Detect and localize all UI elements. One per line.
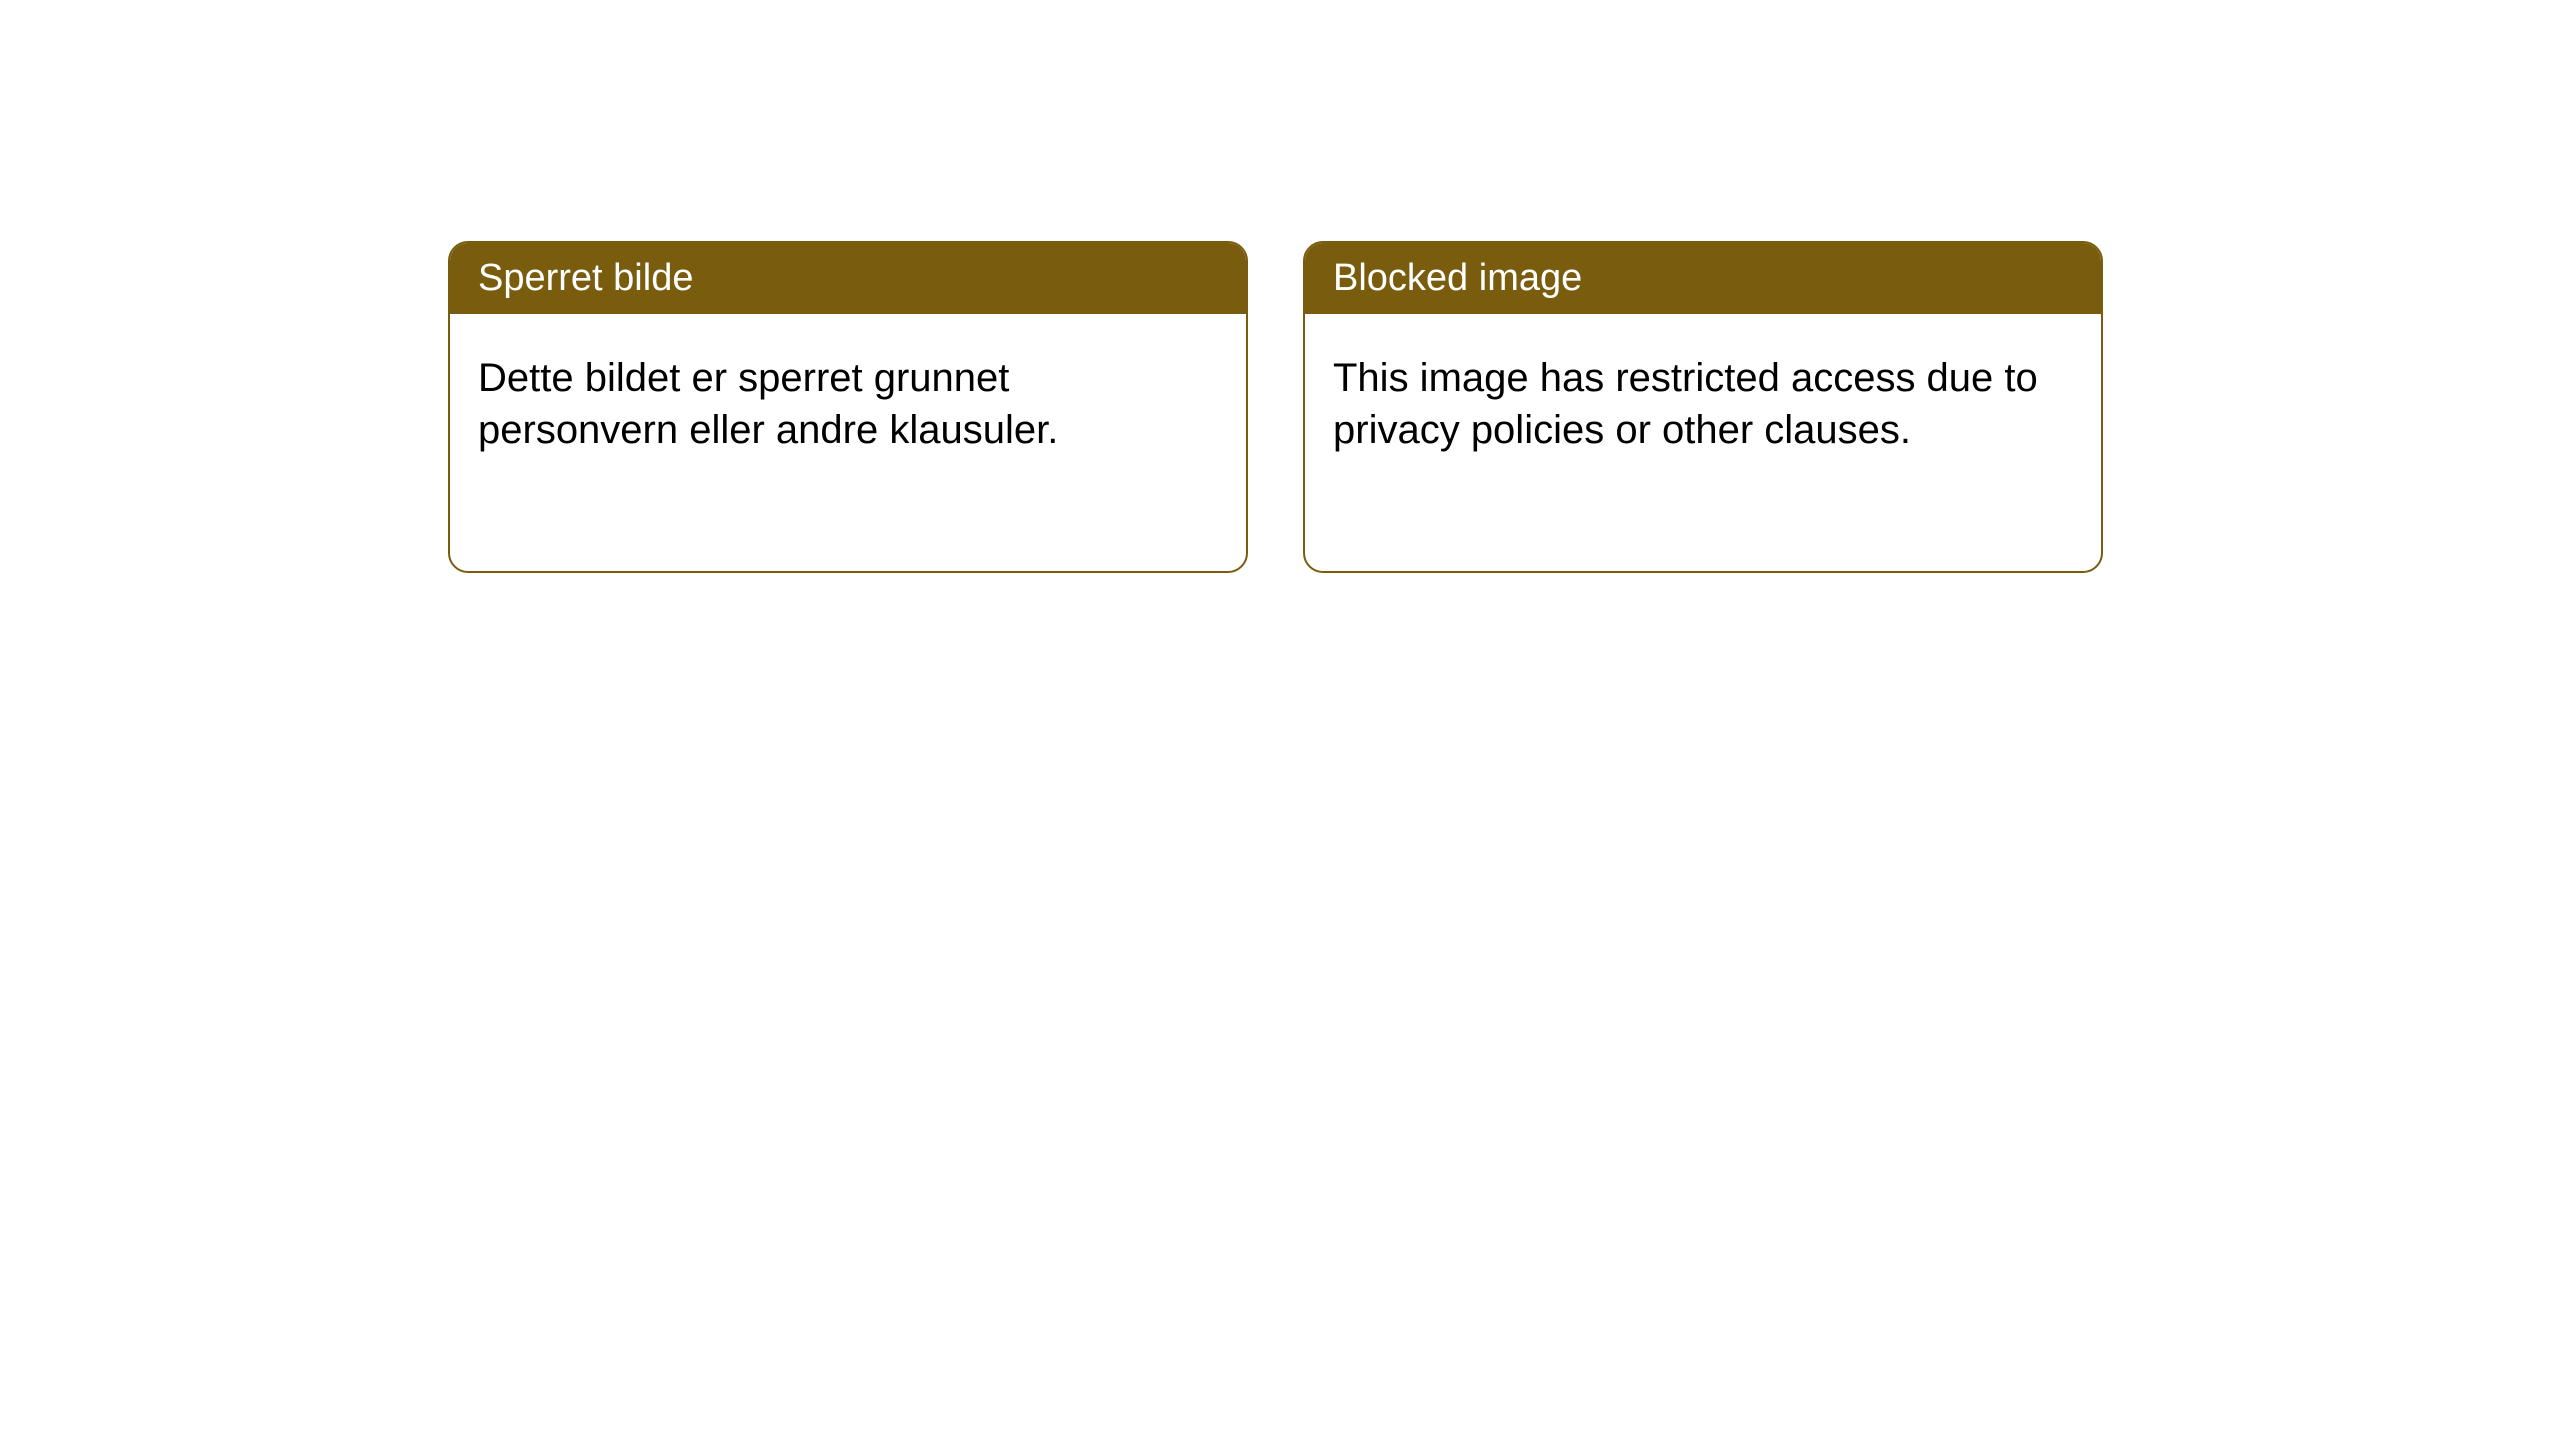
card-english: Blocked image This image has restricted … — [1303, 241, 2103, 573]
cards-container: Sperret bilde Dette bildet er sperret gr… — [448, 241, 2103, 573]
card-title-norwegian: Sperret bilde — [478, 257, 693, 299]
card-norwegian: Sperret bilde Dette bildet er sperret gr… — [448, 241, 1248, 573]
card-text-english: This image has restricted access due to … — [1333, 356, 2038, 452]
card-text-norwegian: Dette bildet er sperret grunnet personve… — [478, 356, 1058, 452]
card-title-english: Blocked image — [1333, 257, 1582, 299]
card-header-norwegian: Sperret bilde — [450, 243, 1246, 314]
card-body-english: This image has restricted access due to … — [1305, 314, 2101, 494]
card-header-english: Blocked image — [1305, 243, 2101, 314]
card-body-norwegian: Dette bildet er sperret grunnet personve… — [450, 314, 1246, 494]
